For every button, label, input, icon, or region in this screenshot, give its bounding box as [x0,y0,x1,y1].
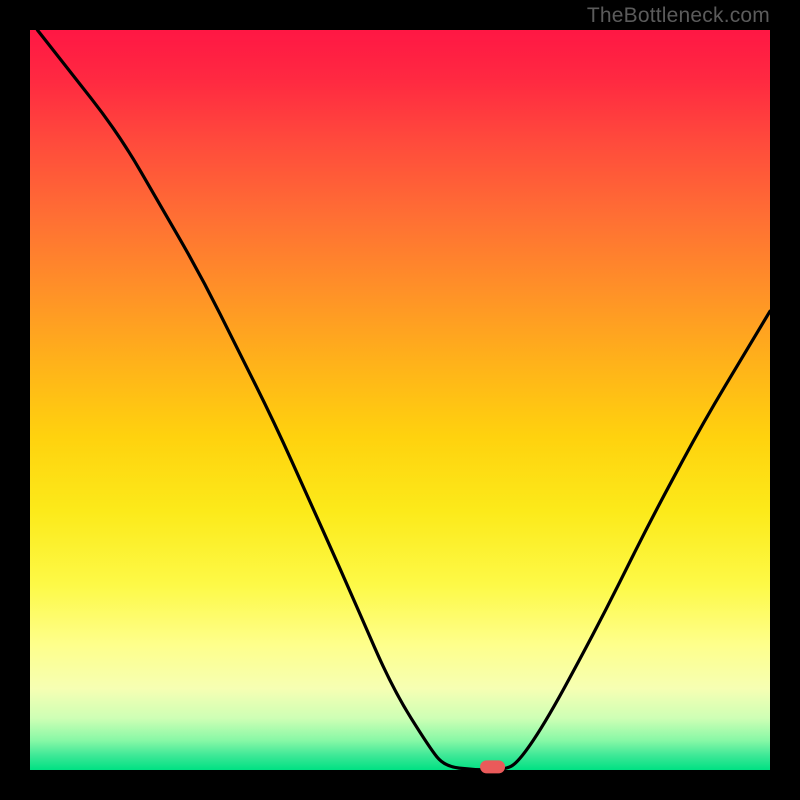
minimum-marker [480,760,506,773]
watermark-text: TheBottleneck.com [587,4,770,28]
plot-area [30,30,770,770]
chart-container: TheBottleneck.com [0,0,800,800]
